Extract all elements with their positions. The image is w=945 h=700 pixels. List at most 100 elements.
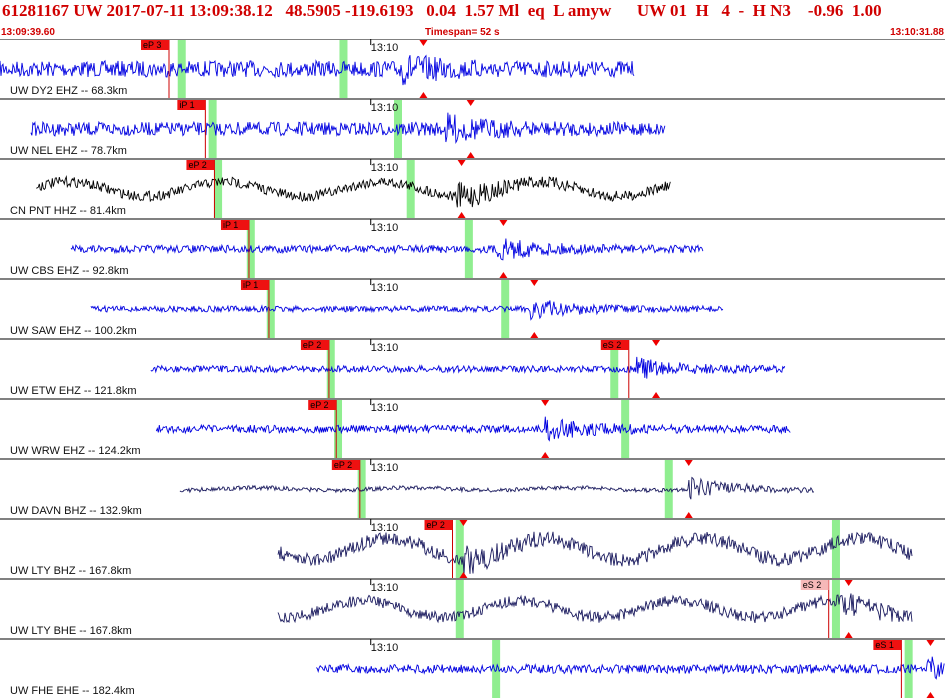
phase-pick-label: eP 2: [334, 460, 352, 470]
amplitude-marker-top: [530, 280, 539, 286]
waveform: [150, 356, 786, 379]
trace-row: 13:10 eP 3 UW DY2 EHZ -- 68.3km: [0, 39, 945, 98]
amplitude-marker-bottom: [844, 632, 853, 638]
phase-pick-label: iP 1: [243, 280, 258, 290]
trace-row: 13:10 eP 2 UW WRW EHZ -- 124.2km: [0, 398, 945, 458]
amplitude-marker-bottom: [499, 272, 508, 278]
theoretical-arrival-band: [406, 160, 415, 218]
theoretical-arrival-band: [266, 280, 275, 338]
trace-row: 13:10 eS 1 UW FHE EHE -- 182.4km: [0, 638, 945, 698]
trace-row: 13:10 eP 2 UW DAVN BHZ -- 132.9km: [0, 458, 945, 518]
phase-pick-box: [240, 280, 269, 290]
station-label: UW SAW EHZ -- 100.2km: [10, 325, 137, 337]
theoretical-arrival-band: [831, 520, 840, 578]
seismogram-panel[interactable]: 13:10 eP 3 UW DY2 EHZ -- 68.3km 13:10 iP 1 UW…: [0, 39, 945, 700]
station-label: UW FHE EHE -- 182.4km: [10, 685, 135, 697]
event-header: 61281167 UW 2017-07-11 13:09:38.12 48.59…: [0, 0, 945, 39]
amplitude-marker-bottom: [541, 452, 550, 458]
amplitude-marker-bottom: [684, 512, 693, 518]
theoretical-arrival-band: [326, 340, 335, 398]
theoretical-arrival-band: [208, 100, 217, 158]
phase-pick-box: [873, 640, 902, 650]
phase-pick-box: [186, 160, 215, 170]
phase-pick-label: eP 3: [143, 40, 161, 50]
waveform: [179, 476, 815, 500]
time-tick-label: 13:10: [371, 582, 399, 594]
station-label: CN PNT HHZ -- 81.4km: [10, 205, 126, 217]
trace-row: 13:10 iP 1 UW SAW EHZ -- 100.2km: [0, 278, 945, 338]
phase-pick-box: [141, 40, 170, 50]
waveform: [0, 54, 635, 86]
waveform: [36, 175, 671, 208]
timespan-label: Timespan= 52 s: [425, 27, 500, 38]
theoretical-arrival-band: [393, 100, 402, 158]
waveform: [155, 416, 791, 442]
event-summary-line: 61281167 UW 2017-07-11 13:09:38.12 48.59…: [2, 1, 882, 20]
trace-row: 13:10 eP 2 eS 2 UW ETW EHZ -- 121.8km: [0, 338, 945, 398]
theoretical-arrival-band: [455, 580, 464, 638]
waveform: [90, 300, 724, 321]
amplitude-marker-top: [457, 160, 466, 166]
time-tick-label: 13:10: [371, 222, 399, 234]
time-tick-label: 13:10: [371, 162, 399, 174]
amplitude-marker-bottom: [466, 152, 475, 158]
trace-row: 13:10 eP 2 UW LTY BHZ -- 167.8km: [0, 518, 945, 578]
amplitude-marker-bottom: [530, 332, 539, 338]
start-time-label: 13:09:39.60: [1, 27, 55, 38]
waveform: [277, 593, 913, 624]
station-label: UW WRW EHZ -- 124.2km: [10, 445, 141, 457]
theoretical-arrival-band: [214, 160, 223, 218]
amplitude-marker-bottom: [652, 392, 661, 398]
phase-pick-box: [800, 580, 829, 590]
station-label: UW DAVN BHZ -- 132.9km: [10, 505, 142, 517]
time-tick-label: 13:10: [371, 342, 399, 354]
trace-row: 13:10 iP 1 UW NEL EHZ -- 78.7km: [0, 98, 945, 158]
theoretical-arrival-band: [246, 220, 255, 278]
time-tick-label: 13:10: [371, 402, 399, 414]
theoretical-arrival-band: [664, 460, 673, 518]
phase-pick-label: eP 2: [427, 520, 445, 530]
waveform: [30, 112, 666, 145]
station-label: UW NEL EHZ -- 78.7km: [10, 145, 127, 157]
amplitude-marker-top: [466, 100, 475, 106]
amplitude-marker-top: [844, 580, 853, 586]
amplitude-marker-top: [652, 340, 661, 346]
phase-pick-label: eS 1: [875, 640, 894, 650]
amplitude-marker-top: [541, 400, 550, 406]
phase-pick-label: eS 2: [603, 340, 622, 350]
phase-pick-box: [220, 220, 249, 230]
phase-pick-label: eS 2: [803, 580, 822, 590]
theoretical-arrival-band: [455, 520, 464, 578]
theoretical-arrival-band: [334, 400, 343, 458]
phase-pick-label: iP 1: [223, 220, 238, 230]
amplitude-marker-bottom: [926, 692, 935, 698]
phase-pick-box: [308, 400, 337, 410]
amplitude-marker-top: [419, 40, 428, 46]
amplitude-marker-bottom: [419, 92, 428, 98]
phase-pick-box: [331, 460, 360, 470]
end-time-label: 13:10:31.88: [890, 27, 944, 38]
phase-pick-label: iP 1: [179, 100, 194, 110]
trace-row: 13:10 iP 1 UW CBS EHZ -- 92.8km: [0, 218, 945, 278]
amplitude-marker-top: [459, 520, 468, 526]
phase-pick-label: eP 2: [310, 400, 328, 410]
station-label: UW CBS EHZ -- 92.8km: [10, 265, 129, 277]
phase-pick-box: [600, 340, 629, 350]
phase-pick-label: eP 2: [303, 340, 321, 350]
station-label: UW LTY BHE -- 167.8km: [10, 625, 132, 637]
theoretical-arrival-band: [831, 580, 840, 638]
amplitude-marker-top: [499, 220, 508, 226]
trace-row: 13:10 eP 2 CN PNT HHZ -- 81.4km: [0, 158, 945, 218]
waveform: [277, 531, 913, 575]
theoretical-arrival-band: [339, 40, 348, 98]
amplitude-marker-bottom: [457, 212, 466, 218]
amplitude-marker-top: [684, 460, 693, 466]
station-label: UW DY2 EHZ -- 68.3km: [10, 85, 127, 97]
trace-row: 13:10 eS 2 UW LTY BHE -- 167.8km: [0, 578, 945, 638]
waveform: [70, 238, 704, 261]
time-tick-label: 13:10: [371, 42, 399, 54]
phase-pick-box: [177, 100, 206, 110]
theoretical-arrival-band: [357, 460, 366, 518]
amplitude-marker-bottom: [459, 572, 468, 578]
phase-pick-label: eP 2: [188, 160, 206, 170]
